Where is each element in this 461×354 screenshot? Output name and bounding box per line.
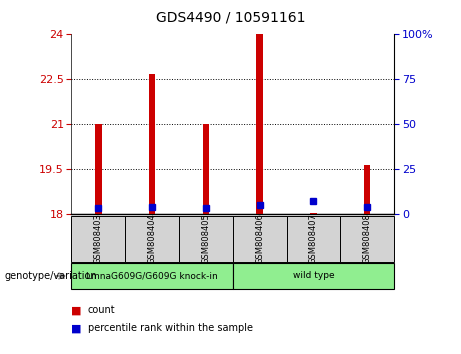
Bar — [71, 263, 233, 289]
Text: GSM808405: GSM808405 — [201, 213, 210, 264]
Text: GSM808406: GSM808406 — [255, 213, 264, 264]
Text: GSM808403: GSM808403 — [94, 213, 103, 264]
Bar — [310, 213, 317, 214]
Bar — [287, 216, 340, 262]
Text: GSM808404: GSM808404 — [148, 213, 157, 264]
Bar — [203, 124, 209, 214]
Bar — [95, 124, 101, 214]
Bar — [71, 216, 125, 262]
Text: genotype/variation: genotype/variation — [5, 271, 97, 281]
Bar — [364, 165, 371, 214]
Text: GDS4490 / 10591161: GDS4490 / 10591161 — [156, 11, 305, 25]
Bar — [125, 216, 179, 262]
Bar — [179, 216, 233, 262]
Text: count: count — [88, 306, 115, 315]
Text: percentile rank within the sample: percentile rank within the sample — [88, 323, 253, 333]
Text: ■: ■ — [71, 306, 82, 315]
Bar — [233, 216, 287, 262]
Bar — [256, 34, 263, 214]
Bar — [233, 263, 394, 289]
Bar — [149, 74, 155, 214]
Text: wild type: wild type — [293, 272, 334, 280]
Text: GSM808408: GSM808408 — [363, 213, 372, 264]
Text: LmnaG609G/G609G knock-in: LmnaG609G/G609G knock-in — [86, 272, 218, 280]
Text: ■: ■ — [71, 323, 82, 333]
Text: GSM808407: GSM808407 — [309, 213, 318, 264]
Bar — [340, 216, 394, 262]
